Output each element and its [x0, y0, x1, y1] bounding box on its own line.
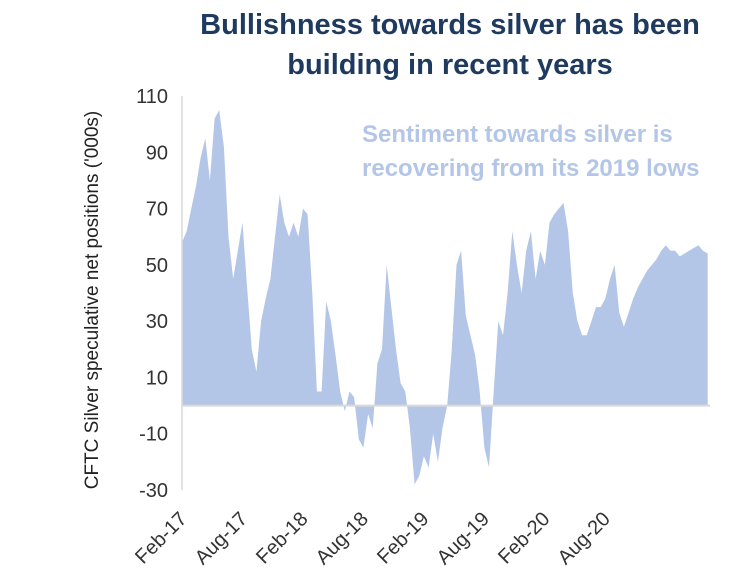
x-tick-label: Feb-17 — [131, 508, 191, 568]
y-tick-label: -30 — [139, 480, 168, 502]
x-tick-label: Feb-18 — [252, 508, 312, 568]
y-tick-label: 30 — [146, 311, 168, 333]
x-tick-label: Feb-19 — [373, 508, 433, 568]
y-tick-label: 70 — [146, 199, 168, 221]
x-tick-label: Aug-20 — [554, 508, 615, 569]
annotation: Sentiment towards silver is recovering f… — [362, 121, 699, 182]
chart-title-line-2: building in recent years — [287, 49, 613, 81]
chart-title: Bullishness towards silver has been buil… — [200, 9, 700, 81]
y-axis: -30 -10 10 30 50 70 90 110 — [136, 86, 183, 502]
annotation-line-1: Sentiment towards silver is — [362, 121, 673, 148]
y-axis-label: CFTC Silver speculative net positions ('… — [82, 111, 103, 490]
annotation-line-2: recovering from its 2019 lows — [362, 155, 699, 182]
y-tick-label: -10 — [139, 424, 168, 446]
series-area-0 — [182, 110, 708, 485]
x-tick-label: Aug-19 — [433, 508, 494, 569]
x-tick-label: Aug-17 — [191, 508, 252, 569]
y-tick-label: 90 — [146, 142, 168, 164]
x-tick-label: Aug-18 — [312, 508, 373, 569]
y-tick-label: 110 — [136, 86, 168, 108]
chart-title-line-1: Bullishness towards silver has been — [200, 9, 700, 41]
y-tick-label: 50 — [146, 255, 168, 277]
plot-area — [182, 110, 708, 485]
x-tick-label: Feb-20 — [494, 508, 554, 568]
y-tick-label: 10 — [146, 367, 168, 389]
